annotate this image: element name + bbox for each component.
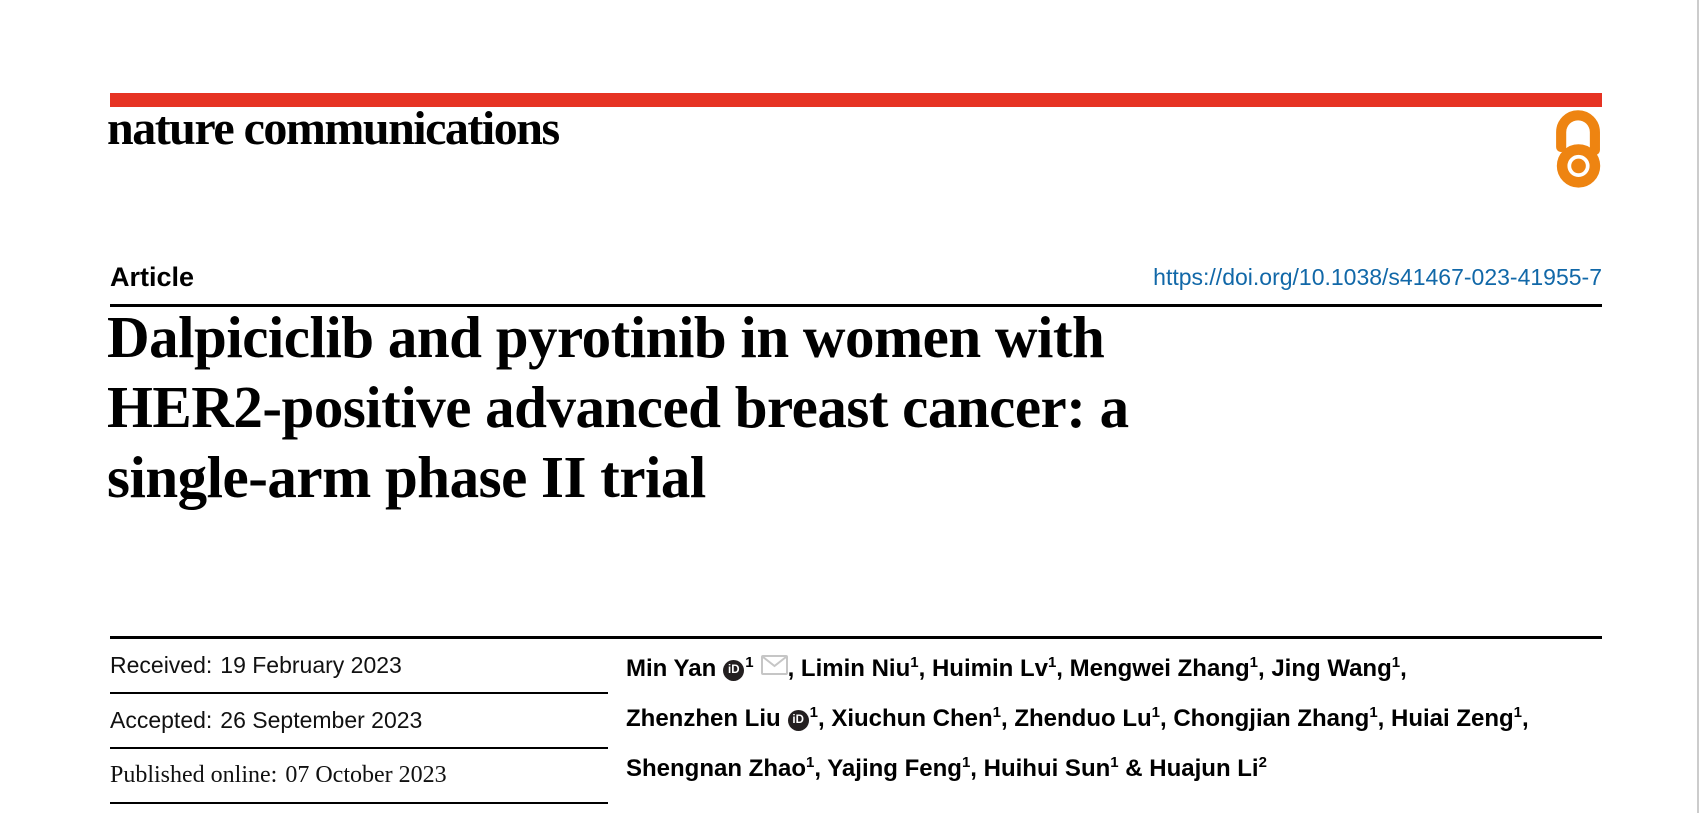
header-rule bbox=[110, 304, 1602, 307]
open-access-icon bbox=[1552, 110, 1606, 195]
author-name: , Huihui Sun bbox=[970, 755, 1111, 782]
orcid-icon[interactable]: iD bbox=[787, 710, 809, 732]
affiliation-superscript: 2 bbox=[1258, 754, 1267, 771]
history-row-published: Published online: 07 October 2023 bbox=[110, 749, 608, 804]
author-name: Zhenzhen Liu bbox=[626, 705, 781, 732]
author-name: Min Yan bbox=[626, 655, 717, 682]
affiliation-superscript: 1 bbox=[745, 654, 754, 671]
author-name: & Huajun Li bbox=[1118, 755, 1259, 782]
article-title-line: Dalpiciclib and pyrotinib in women with bbox=[107, 304, 1105, 370]
history-row-accepted: Accepted: 26 September 2023 bbox=[110, 694, 608, 749]
author-name: , Yajing Feng bbox=[814, 755, 962, 782]
author-name: , Huimin Lv bbox=[918, 655, 1048, 682]
history-label: Published online: bbox=[110, 762, 278, 788]
masthead-red-bar bbox=[110, 93, 1602, 107]
history-row-received: Received: 19 February 2023 bbox=[110, 639, 608, 694]
email-icon[interactable] bbox=[760, 655, 788, 675]
author-name: , bbox=[1522, 705, 1529, 732]
article-title-line: HER2-positive advanced breast cancer: a bbox=[107, 374, 1129, 440]
affiliation-superscript: 1 bbox=[1369, 704, 1378, 721]
author-name: , Mengwei Zhang bbox=[1056, 655, 1250, 682]
history-label: Accepted: bbox=[110, 707, 213, 733]
doi-link[interactable]: https://doi.org/10.1038/s41467-023-41955… bbox=[1153, 264, 1602, 290]
author-name: , Jing Wang bbox=[1257, 655, 1392, 682]
author-line: Zhenzhen Liu iD 1, Xiuchun Chen1, Zhenduo … bbox=[626, 694, 1601, 744]
affiliation-superscript: 1 bbox=[1151, 704, 1160, 721]
author-line: Min Yan iD 1, Limin Niu1, Huimin Lv1, Meng… bbox=[626, 644, 1601, 694]
history-date: 07 October 2023 bbox=[285, 762, 447, 788]
affiliation-superscript: 1 bbox=[806, 754, 815, 771]
article-title-line: single-arm phase II trial bbox=[107, 444, 706, 510]
author-name: , Limin Niu bbox=[787, 655, 911, 682]
article-title: Dalpiciclib and pyrotinib in women with … bbox=[107, 302, 1587, 512]
author-name: , Zhenduo Lu bbox=[1001, 705, 1152, 732]
author-name: , Huiai Zeng bbox=[1377, 705, 1514, 732]
affiliation-superscript: 1 bbox=[1513, 704, 1523, 721]
author-name: , bbox=[1400, 655, 1407, 682]
history-date: 19 February 2023 bbox=[220, 652, 402, 678]
affiliation-superscript: 1 bbox=[992, 704, 1002, 721]
affiliation-superscript: 1 bbox=[910, 654, 919, 671]
affiliation-superscript: 1 bbox=[1249, 654, 1258, 671]
affiliation-superscript: 1 bbox=[1110, 754, 1119, 771]
author-list: Min Yan iD 1, Limin Niu1, Huimin Lv1, Meng… bbox=[626, 644, 1601, 794]
orcid-icon[interactable]: iD bbox=[723, 660, 745, 682]
journal-logo: nature communications bbox=[107, 102, 560, 155]
author-name: , Xiuchun Chen bbox=[818, 705, 993, 732]
author-name: , Chongjian Zhang bbox=[1160, 705, 1370, 732]
author-line: Shengnan Zhao1, Yajing Feng1, Huihui Sun… bbox=[626, 744, 1601, 794]
page-edge-line bbox=[1697, 0, 1699, 813]
affiliation-superscript: 1 bbox=[1047, 654, 1057, 671]
history-label: Received: bbox=[110, 652, 213, 678]
affiliation-superscript: 1 bbox=[961, 754, 971, 771]
article-type-label: Article bbox=[110, 262, 195, 292]
content-top-rule bbox=[110, 636, 1602, 639]
author-name: Shengnan Zhao bbox=[626, 755, 806, 782]
article-history: Received: 19 February 2023 Accepted: 26 … bbox=[110, 639, 608, 804]
history-date: 26 September 2023 bbox=[220, 707, 423, 733]
affiliation-superscript: 1 bbox=[809, 704, 818, 721]
affiliation-superscript: 1 bbox=[1391, 654, 1401, 671]
